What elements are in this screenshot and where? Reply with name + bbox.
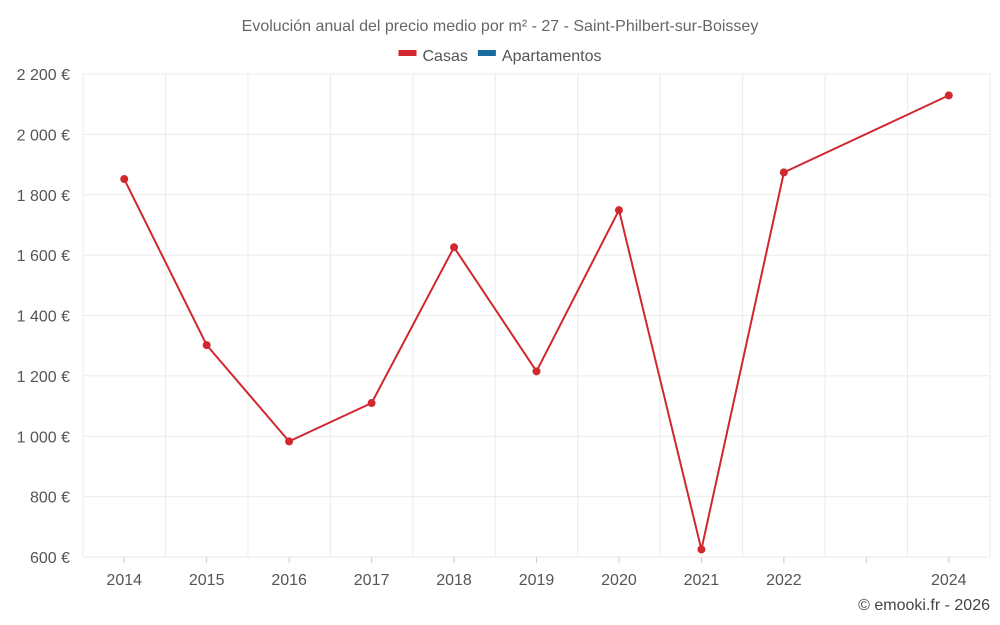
y-axis: 600 € 800 € 1 000 € 1 200 € 1 400 € 1 600 € 1 … — [17, 67, 70, 567]
x-tick-label: 2024 — [931, 572, 967, 589]
x-tick-label: 2018 — [436, 572, 472, 589]
data-point[interactable] — [944, 91, 953, 100]
legend-swatch — [477, 50, 496, 56]
data-point[interactable] — [285, 437, 294, 446]
data-point[interactable] — [120, 175, 129, 184]
data-point[interactable] — [367, 399, 376, 408]
x-tick-label: 2021 — [684, 572, 720, 589]
y-tick-label: 1 800 € — [17, 188, 70, 205]
legend-item-0[interactable]: Casas — [398, 48, 468, 65]
series-layer — [120, 91, 953, 554]
y-tick-label: 1 400 € — [17, 309, 70, 326]
x-tick-label: 2016 — [271, 572, 307, 589]
legend-swatch — [398, 50, 417, 56]
legend[interactable]: Casas Apartamentos — [398, 48, 602, 65]
x-tick-label: 2020 — [601, 572, 637, 589]
grid — [82, 73, 991, 558]
legend-label: Casas — [423, 48, 468, 65]
data-point[interactable] — [697, 545, 706, 554]
chart-title: Evolución anual del precio medio por m² … — [242, 18, 759, 35]
data-point[interactable] — [532, 367, 541, 376]
y-tick-label: 600 € — [30, 550, 70, 567]
y-tick-label: 2 000 € — [17, 127, 70, 144]
legend-item-1[interactable]: Apartamentos — [477, 48, 602, 65]
data-point[interactable] — [614, 206, 623, 215]
x-tick-label: 2019 — [519, 572, 555, 589]
data-point[interactable] — [202, 341, 211, 350]
x-tick-label: 2017 — [354, 572, 390, 589]
y-tick-label: 1 000 € — [17, 429, 70, 446]
x-tick-label: 2015 — [189, 572, 225, 589]
credit-text: © emooki.fr - 2026 — [858, 597, 990, 614]
x-axis: 2014 2015 2016 2017 2018 2019 2020 2021 2022 2024 — [106, 557, 967, 589]
x-tick-label: 2022 — [766, 572, 802, 589]
y-tick-label: 1 200 € — [17, 369, 70, 386]
data-point[interactable] — [450, 243, 459, 252]
y-tick-label: 1 600 € — [17, 248, 70, 265]
y-tick-label: 2 200 € — [17, 67, 70, 84]
y-tick-label: 800 € — [30, 490, 70, 507]
series-line-0 — [123, 94, 950, 551]
legend-label: Apartamentos — [502, 48, 602, 65]
x-tick-label: 2014 — [106, 572, 142, 589]
data-point[interactable] — [779, 168, 788, 177]
